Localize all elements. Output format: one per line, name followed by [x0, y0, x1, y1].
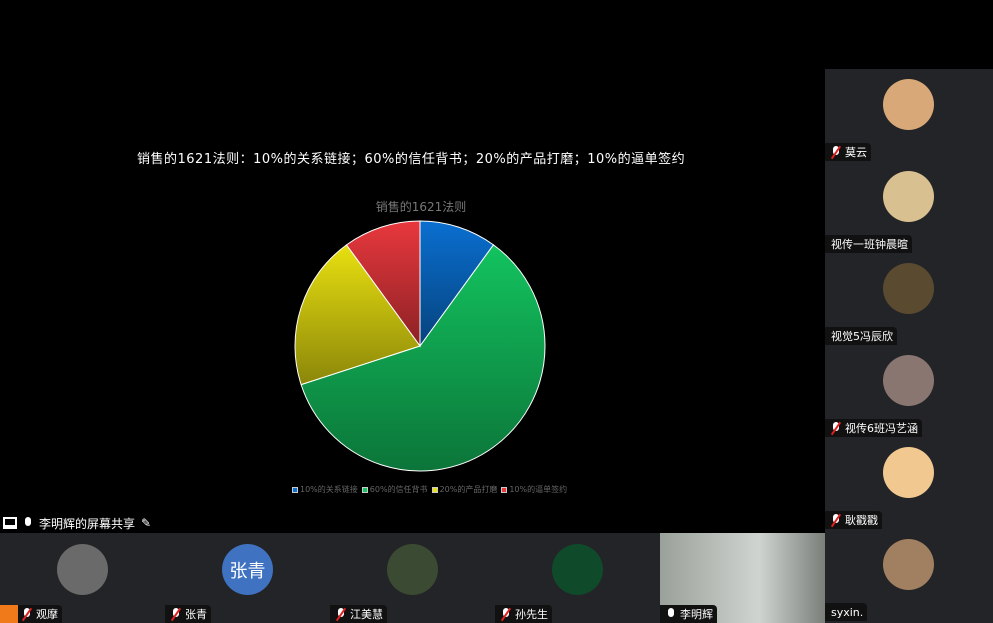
avatar — [883, 539, 934, 590]
mic-muted-icon — [22, 607, 32, 621]
legend-label: 60%的信任背书 — [369, 485, 428, 494]
participant-name-tag: 江美慧 — [330, 605, 387, 623]
participant-name: 视觉5冯辰欣 — [831, 330, 893, 343]
participant-name-tag: 李明辉 — [660, 605, 717, 623]
participant-name-tag: 耿戳戳 — [825, 511, 882, 529]
avatar — [57, 544, 108, 595]
participant-tile[interactable]: 孙先生 — [495, 533, 660, 623]
mic-muted-icon — [831, 513, 841, 527]
participant-tile[interactable]: 视觉5冯辰欣 — [825, 253, 993, 345]
mic-muted-icon — [501, 607, 511, 621]
legend-label: 20%的产品打磨 — [439, 485, 498, 494]
avatar — [552, 544, 603, 595]
participant-name-tag: 视觉5冯辰欣 — [825, 327, 897, 345]
participant-name: 江美慧 — [350, 608, 383, 621]
participant-name: 李明辉 — [680, 608, 713, 621]
legend-swatch — [292, 486, 298, 493]
participant-name-tag: 观摩 — [0, 605, 62, 623]
participant-tile[interactable]: 视传一班钟晨暄 — [825, 161, 993, 253]
legend-swatch — [361, 486, 368, 493]
participant-name-tag: 视传6班冯艺涵 — [825, 419, 922, 437]
legend-item: 10%的关系链接 — [292, 484, 358, 495]
participant-tile[interactable]: 江美慧 — [330, 533, 495, 623]
participant-name: 视传6班冯艺涵 — [845, 422, 918, 435]
participant-tile[interactable]: 观摩 — [0, 533, 165, 623]
participant-tile[interactable]: syxin. — [825, 529, 993, 621]
avatar — [883, 171, 934, 222]
avatar — [883, 355, 934, 406]
pencil-icon[interactable]: ✎ — [141, 516, 152, 530]
mic-muted-icon — [336, 607, 346, 621]
pie-chart — [294, 220, 546, 472]
participant-name: syxin. — [831, 605, 864, 619]
participant-name: 孙先生 — [515, 608, 548, 621]
mic-muted-icon — [831, 145, 841, 159]
participant-name: 莫云 — [845, 146, 867, 159]
participant-tile[interactable]: 莫云 — [825, 69, 993, 161]
host-icon — [0, 605, 18, 623]
chart-legend: 10%的关系链接 60%的信任背书 20%的产品打磨 10%的逼单签约 — [292, 484, 567, 495]
pie-slice — [419, 220, 495, 348]
participant-tile[interactable]: 张青 张青 — [165, 533, 330, 623]
participant-tile[interactable]: 李明辉 — [660, 533, 825, 623]
legend-item: 20%的产品打磨 — [431, 484, 498, 495]
participant-name-tag: 莫云 — [825, 143, 871, 161]
share-label: 李明辉的屏幕共享 — [39, 516, 136, 531]
legend-swatch — [431, 486, 438, 493]
participant-name-tag: 张青 — [165, 605, 211, 623]
legend-item: 60%的信任背书 — [361, 484, 428, 495]
avatar: 张青 — [222, 544, 273, 595]
microphone-icon — [666, 607, 676, 621]
slide-title: 销售的1621法则：10%的关系链接；60%的信任背书；20%的产品打磨；10%… — [137, 152, 686, 167]
legend-item: 10%的逼单签约 — [501, 484, 567, 495]
participant-strip: 观摩 张青 张青 江美慧 孙先生 李明辉 — [0, 533, 825, 623]
participant-name: 观摩 — [36, 608, 58, 621]
chart-title: 销售的1621法则 — [375, 200, 467, 214]
avatar — [883, 79, 934, 130]
microphone-icon — [23, 516, 33, 530]
pie-slice — [294, 244, 421, 386]
pie-slice — [300, 244, 546, 472]
screen-share: 销售的1621法则：10%的关系链接；60%的信任背书；20%的产品打磨；10%… — [0, 152, 686, 533]
participant-name-tag: 视传一班钟晨暄 — [825, 235, 912, 253]
avatar — [883, 447, 934, 498]
mic-muted-icon — [831, 421, 841, 435]
mic-muted-icon — [171, 607, 181, 621]
participant-name: 视传一班钟晨暄 — [831, 238, 908, 251]
legend-label: 10%的逼单签约 — [509, 485, 568, 494]
legend-swatch — [501, 486, 508, 493]
screen-share-icon — [3, 517, 17, 529]
avatar — [387, 544, 438, 595]
avatar — [883, 263, 934, 314]
participant-tile[interactable]: 视传6班冯艺涵 — [825, 345, 993, 437]
legend-label: 10%的关系链接 — [300, 485, 358, 494]
participant-name-tag: 孙先生 — [495, 605, 552, 623]
share-indicator[interactable]: 李明辉的屏幕共享 ✎ — [0, 513, 151, 533]
pie-slice — [345, 220, 421, 348]
participant-name: 张青 — [185, 608, 207, 621]
participant-name-tag: syxin. — [825, 603, 868, 621]
participant-tile[interactable]: 耿戳戳 — [825, 437, 993, 529]
participant-name: 耿戳戳 — [845, 514, 878, 527]
participant-sidebar: 莫云视传一班钟晨暄 视觉5冯辰欣视传6班冯艺涵 耿戳戳 syxin. — [825, 69, 993, 623]
